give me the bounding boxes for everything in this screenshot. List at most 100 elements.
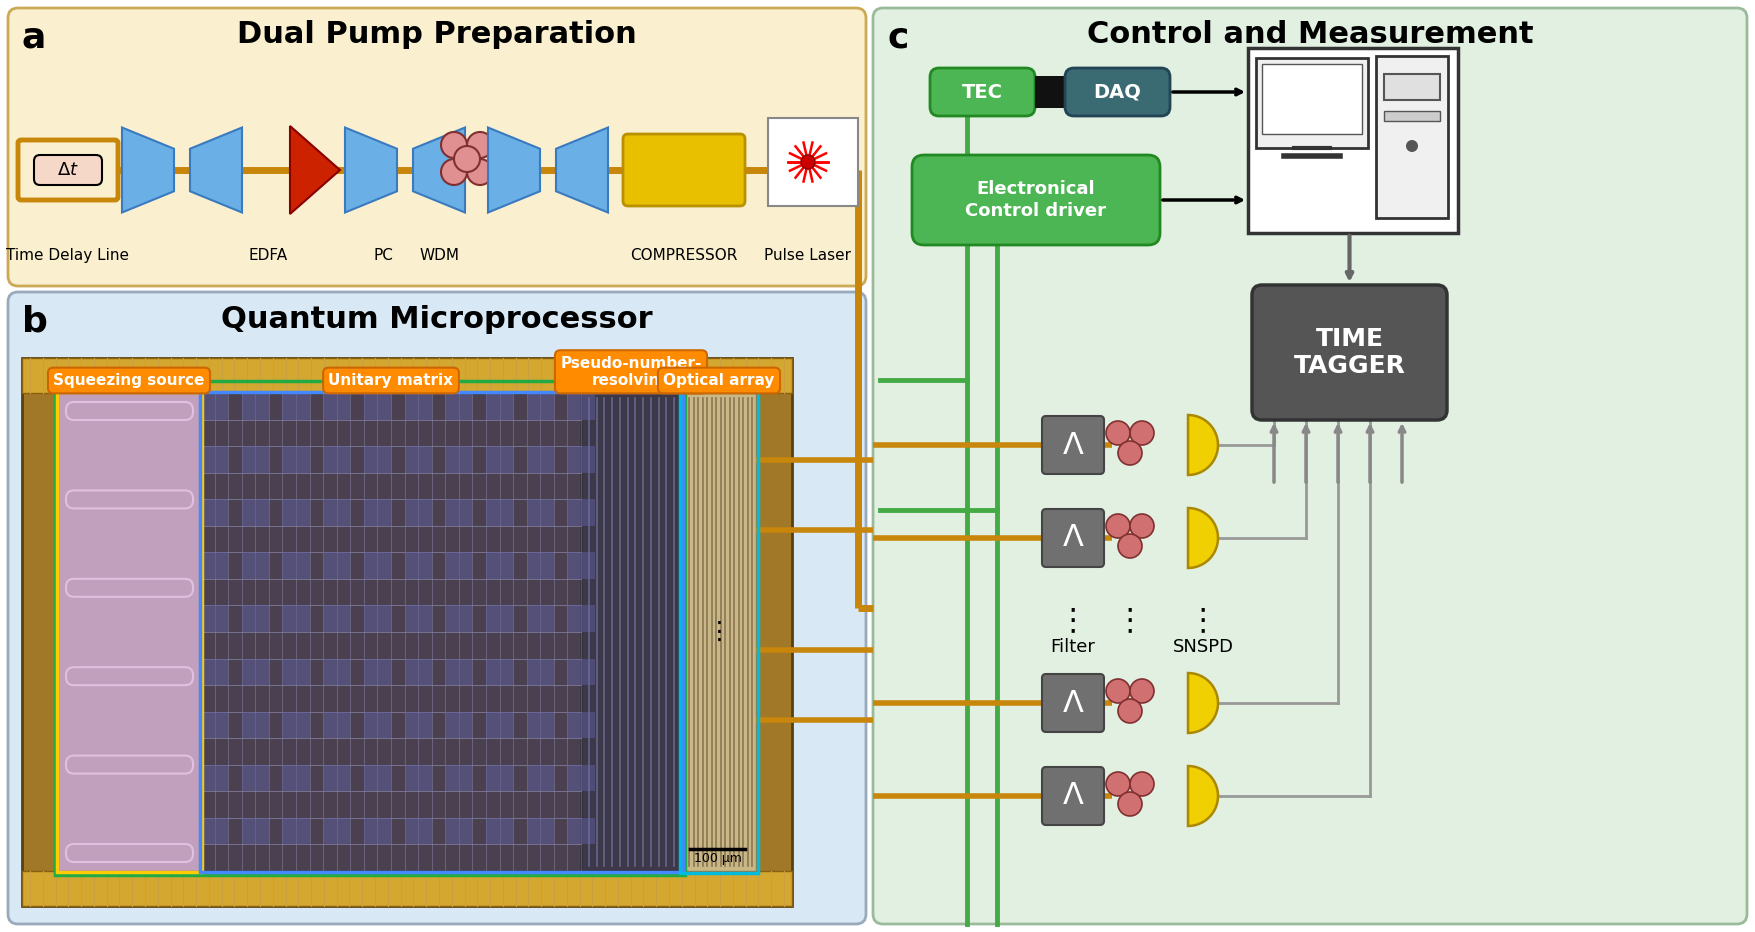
Bar (769, 118, 858, 206)
Text: Pulse Laser: Pulse Laser (765, 248, 851, 263)
Polygon shape (290, 126, 340, 214)
Bar (526, 393, 555, 419)
Text: ⋮: ⋮ (1058, 606, 1088, 635)
Bar (242, 500, 269, 526)
Text: Unitary matrix: Unitary matrix (328, 373, 453, 388)
Bar (323, 393, 351, 419)
Text: COMPRESSOR: COMPRESSOR (630, 248, 737, 263)
Bar (1248, 48, 1458, 233)
Bar (242, 393, 269, 419)
Text: TIME
TAGGER: TIME TAGGER (1293, 326, 1406, 378)
Circle shape (1406, 140, 1418, 152)
Polygon shape (556, 128, 607, 212)
Bar (202, 446, 228, 473)
Bar (23, 871, 792, 906)
Bar (363, 393, 391, 419)
Text: Optical array: Optical array (663, 373, 774, 388)
Bar (323, 712, 351, 738)
Circle shape (1130, 514, 1155, 538)
Bar (446, 765, 472, 791)
Bar (202, 553, 228, 579)
Bar (200, 392, 683, 872)
Circle shape (1130, 772, 1155, 796)
Bar (486, 606, 512, 632)
Circle shape (467, 132, 493, 158)
Bar (1257, 58, 1367, 148)
FancyBboxPatch shape (1251, 285, 1448, 420)
Bar (446, 712, 472, 738)
Bar (405, 712, 432, 738)
Bar (486, 553, 512, 579)
Bar (242, 659, 269, 685)
Bar (405, 553, 432, 579)
Polygon shape (123, 128, 174, 212)
Bar (323, 818, 351, 844)
Text: PC: PC (374, 248, 393, 263)
Text: DAQ: DAQ (1093, 83, 1141, 102)
Bar (486, 393, 512, 419)
Circle shape (1118, 534, 1143, 558)
Bar (283, 765, 309, 791)
Text: Pseudo-number-
resolving: Pseudo-number- resolving (560, 356, 702, 388)
FancyBboxPatch shape (1042, 767, 1104, 825)
Bar (323, 659, 351, 685)
Bar (363, 446, 391, 473)
Bar (23, 358, 792, 906)
FancyBboxPatch shape (913, 155, 1160, 245)
Bar (486, 765, 512, 791)
Text: ⋮: ⋮ (1188, 606, 1218, 635)
Text: b: b (23, 305, 47, 339)
Bar (446, 818, 472, 844)
Bar (283, 659, 309, 685)
Bar (283, 712, 309, 738)
Text: a: a (23, 20, 46, 54)
Circle shape (467, 159, 493, 185)
Circle shape (1130, 679, 1155, 703)
Bar (363, 553, 391, 579)
Polygon shape (190, 128, 242, 212)
Bar (363, 606, 391, 632)
Bar (202, 818, 228, 844)
FancyBboxPatch shape (1042, 416, 1104, 474)
Circle shape (1106, 679, 1130, 703)
Bar (446, 659, 472, 685)
Bar (1385, 111, 1441, 121)
Bar (202, 393, 228, 419)
Bar (283, 446, 309, 473)
FancyBboxPatch shape (872, 8, 1746, 924)
Bar (567, 659, 595, 685)
Bar (567, 446, 595, 473)
FancyBboxPatch shape (930, 68, 1035, 116)
Bar (567, 712, 595, 738)
Bar (202, 606, 228, 632)
Circle shape (1130, 421, 1155, 445)
Circle shape (800, 155, 814, 169)
Text: TEC: TEC (962, 83, 1004, 102)
FancyBboxPatch shape (33, 155, 102, 185)
Bar (363, 659, 391, 685)
Bar (446, 500, 472, 526)
Circle shape (441, 159, 467, 185)
Bar (567, 606, 595, 632)
Circle shape (1118, 699, 1143, 723)
Bar (446, 393, 472, 419)
Text: $\Lambda$: $\Lambda$ (1062, 689, 1085, 718)
Polygon shape (1188, 415, 1218, 475)
Bar (242, 818, 269, 844)
Text: $\Lambda$: $\Lambda$ (1062, 782, 1085, 811)
Bar (202, 765, 228, 791)
Bar (283, 818, 309, 844)
Bar (446, 606, 472, 632)
FancyBboxPatch shape (9, 292, 865, 924)
Bar (283, 500, 309, 526)
Bar (486, 712, 512, 738)
Bar (567, 500, 595, 526)
Circle shape (455, 146, 481, 172)
Bar (242, 553, 269, 579)
Bar (242, 606, 269, 632)
Bar (323, 446, 351, 473)
FancyBboxPatch shape (1042, 674, 1104, 732)
Bar (405, 393, 432, 419)
Polygon shape (1188, 508, 1218, 568)
Circle shape (1106, 772, 1130, 796)
